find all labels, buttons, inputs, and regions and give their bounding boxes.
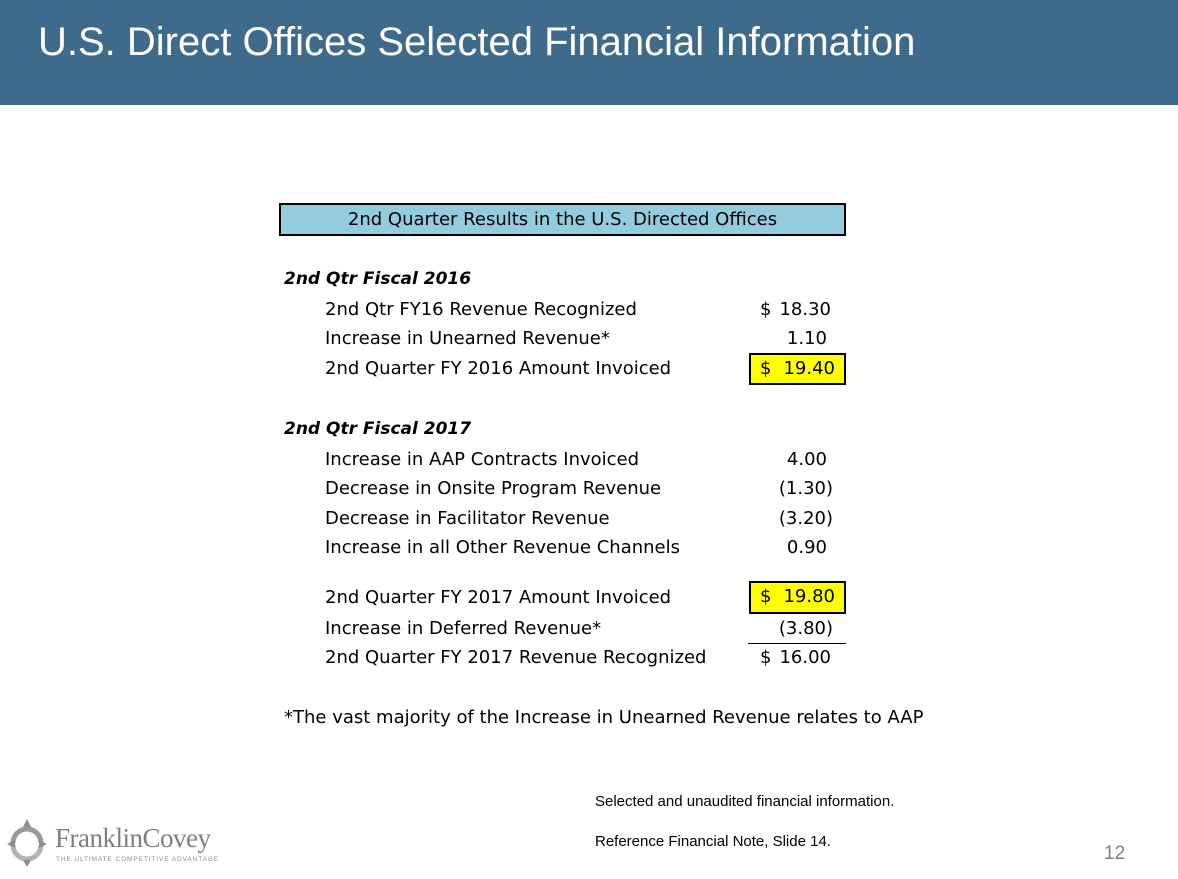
row-label: 2nd Quarter FY 2017 Revenue Recognized	[325, 647, 707, 668]
row-value: (3.20)	[750, 508, 838, 536]
row-value: (1.30)	[750, 478, 838, 506]
amount: 0.90	[786, 537, 827, 558]
table-banner: 2nd Quarter Results in the U.S. Directed…	[279, 203, 846, 236]
amount: (3.80)	[778, 618, 833, 639]
row-value: 1.10	[750, 328, 838, 356]
row-label: 2nd Quarter FY 2017 Amount Invoiced	[325, 587, 672, 608]
row-label: Increase in all Other Revenue Channels	[325, 537, 680, 558]
amount: 16.00	[779, 647, 831, 668]
row-label: Increase in Deferred Revenue*	[325, 618, 602, 639]
amount: 1.10	[786, 328, 827, 349]
row-label: 2nd Quarter FY 2016 Amount Invoiced	[325, 358, 672, 379]
amount: 19.80	[783, 586, 835, 607]
currency-symbol: $	[760, 647, 772, 668]
amount: 4.00	[786, 449, 827, 470]
row-value: $ 16.00	[750, 647, 838, 675]
footnote: *The vast majority of the Increase in Un…	[284, 707, 924, 728]
highlighted-total: $ 19.80	[749, 581, 846, 614]
row-label: 2nd Qtr FY16 Revenue Recognized	[325, 299, 637, 320]
section-heading-fy2017: 2nd Qtr Fiscal 2017	[284, 419, 472, 439]
amount: 19.40	[783, 358, 835, 379]
sum-underline	[748, 643, 846, 644]
table-banner-label: 2nd Quarter Results in the U.S. Directed…	[347, 209, 778, 230]
row-value: $ 18.30	[750, 299, 838, 327]
disclaimer-note: Selected and unaudited financial informa…	[595, 793, 895, 810]
section-heading-fy2016: 2nd Qtr Fiscal 2016	[284, 269, 472, 289]
logo-wordmark: FranklinCovey	[55, 823, 211, 853]
currency-symbol: $	[760, 358, 772, 379]
franklincovey-logo: FranklinCovey THE ULTIMATE COMPETITIVE A…	[5, 815, 225, 875]
compass-icon	[7, 819, 47, 867]
row-value: 0.90	[750, 537, 838, 565]
row-label: Increase in AAP Contracts Invoiced	[325, 449, 640, 470]
amount: (1.30)	[778, 478, 833, 499]
currency-symbol: $	[760, 299, 772, 320]
row-value: (3.80)	[750, 618, 838, 646]
amount: (3.20)	[778, 508, 833, 529]
row-label: Decrease in Onsite Program Revenue	[325, 478, 662, 499]
page-number: 12	[1104, 843, 1126, 864]
title-bar: U.S. Direct Offices Selected Financial I…	[0, 0, 1178, 105]
row-label: Decrease in Facilitator Revenue	[325, 508, 610, 529]
highlighted-total: $ 19.40	[749, 353, 846, 385]
row-label: Increase in Unearned Revenue*	[325, 328, 610, 349]
amount: 18.30	[779, 299, 831, 320]
reference-note: Reference Financial Note, Slide 14.	[595, 833, 831, 850]
page-title: U.S. Direct Offices Selected Financial I…	[38, 20, 916, 64]
row-value: 4.00	[750, 449, 838, 477]
currency-symbol: $	[760, 586, 772, 607]
logo-tagline: THE ULTIMATE COMPETITIVE ADVANTAGE	[56, 856, 220, 863]
